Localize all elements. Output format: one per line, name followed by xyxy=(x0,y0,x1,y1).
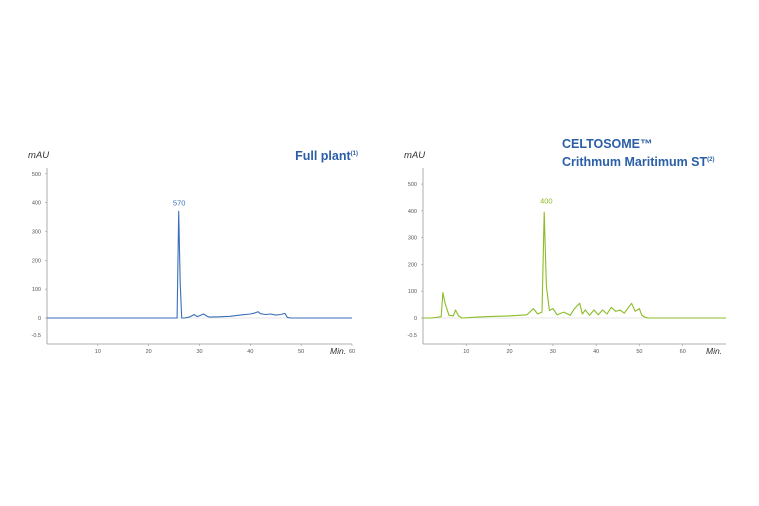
y-tick-label: 300 xyxy=(32,229,41,235)
chart-1-y-unit: mAU xyxy=(28,150,49,161)
chart-2-peak-label: 400 xyxy=(540,197,553,206)
x-tick-label: 50 xyxy=(298,349,304,355)
chart-2-y-unit: mAU xyxy=(404,150,425,161)
chart-1-title: Full plant(1) xyxy=(295,149,358,163)
x-tick-label: 60 xyxy=(680,349,686,355)
chart-2-x-ticks: 10 20 30 40 50 60 xyxy=(463,344,686,355)
x-tick-label: 20 xyxy=(507,349,513,355)
chart-1-y-ticks: 500 400 300 200 100 0 -0.5 xyxy=(32,172,47,339)
chart-2-x-unit: Min. xyxy=(706,346,722,356)
chart-1-peak-label: 570 xyxy=(173,198,186,207)
x-tick-label: 30 xyxy=(196,349,202,355)
y-tick-label: 400 xyxy=(32,201,41,207)
x-tick-label: 40 xyxy=(593,349,599,355)
chart-2-title-line-2-text: Crithmum Maritimum ST xyxy=(562,155,708,169)
chart-2-chromatogram-line xyxy=(423,211,726,319)
x-tick-label: 60 xyxy=(349,349,355,355)
y-tick-label: 200 xyxy=(408,262,417,268)
chart-2-title-line-1: CELTOSOME™ xyxy=(562,137,653,151)
y-tick-label: 100 xyxy=(32,287,41,293)
x-tick-label: 20 xyxy=(146,349,152,355)
y-tick-label: 400 xyxy=(408,209,417,215)
chart-2-title-line-2: Crithmum Maritimum ST(2) xyxy=(562,155,715,169)
chart-1-x-ticks: 10 20 30 40 50 60 xyxy=(95,344,355,355)
y-tick-label: 0 xyxy=(414,316,417,322)
y-tick-label-negative: -0.5 xyxy=(32,333,41,339)
chart-full-plant: Full plant(1) mAU Min. 500 400 300 200 100 0 -… xyxy=(28,149,358,356)
chart-2-y-ticks: 500 400 300 200 100 0 -0.5 xyxy=(408,182,423,339)
x-tick-label: 10 xyxy=(95,349,101,355)
x-tick-label: 10 xyxy=(463,349,469,355)
x-tick-label: 50 xyxy=(636,349,642,355)
chart-1-title-text: Full plant xyxy=(295,149,351,163)
y-tick-label: 200 xyxy=(32,258,41,264)
x-tick-label: 30 xyxy=(550,349,556,355)
y-tick-label: 500 xyxy=(408,182,417,188)
chart-celtosome: CELTOSOME™ Crithmum Maritimum ST(2) mAU … xyxy=(404,137,726,356)
y-tick-label-negative: -0.5 xyxy=(408,333,417,339)
y-tick-label: 100 xyxy=(408,289,417,295)
chart-2-title-superscript: (2) xyxy=(707,157,714,163)
chart-1-chromatogram-line xyxy=(47,210,352,319)
chart-1-title-superscript: (1) xyxy=(351,151,358,157)
x-tick-label: 40 xyxy=(247,349,253,355)
y-tick-label: 0 xyxy=(38,316,41,322)
y-tick-label: 300 xyxy=(408,236,417,242)
y-tick-label: 500 xyxy=(32,172,41,178)
chart-1-x-unit: Min. xyxy=(330,346,346,356)
